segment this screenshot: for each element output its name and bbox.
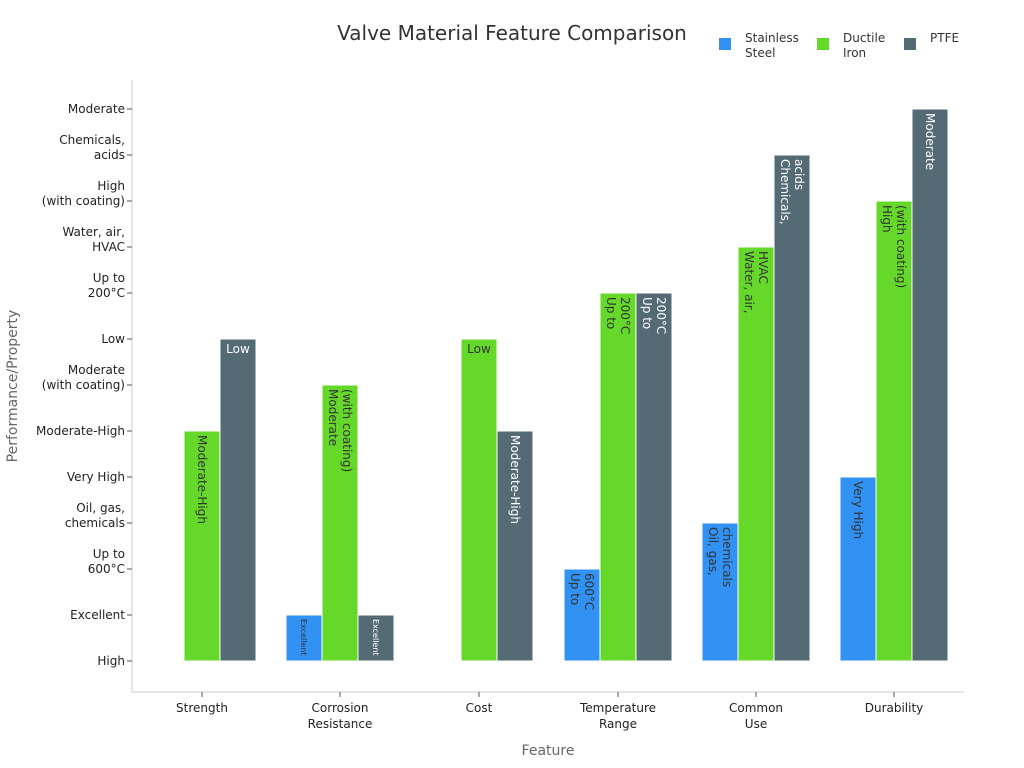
bar (496, 430, 534, 662)
y-tick-label: High (with coating) (42, 179, 125, 208)
y-tick-label: Excellent (70, 608, 125, 622)
bar-label: Chemicals,acids (778, 159, 806, 225)
legend-label: Ductile Iron (843, 31, 885, 60)
x-tick-label: Temperature Range (579, 701, 656, 731)
bar-label: Moderate-High (195, 435, 209, 524)
y-tick-label: Up to 200°C (88, 271, 125, 300)
bar (911, 108, 949, 662)
bar (701, 522, 739, 662)
bar-label: Moderate-High (508, 435, 522, 524)
bar-label: Oil, gas,chemicals (706, 527, 734, 587)
y-tick-label: Low (101, 332, 125, 346)
bar-label: Water, air,HVAC (742, 251, 770, 314)
y-tick-label: Moderate (with coating) (42, 363, 125, 392)
y-axis-title: Performance/Property (5, 310, 21, 463)
chart-title: Valve Material Feature Comparison (337, 21, 687, 45)
bar (357, 614, 395, 662)
bar-label: High(with coating) (880, 205, 908, 288)
x-tick-label: Common Use (729, 701, 783, 731)
bar (460, 338, 498, 662)
bar-label: Up to600°C (568, 573, 596, 610)
y-ticks: High Excellent Up to 600°C Oil, gas, chemical… (36, 102, 132, 668)
y-tick-label: Moderate (68, 102, 125, 116)
bar (321, 384, 359, 662)
bar (183, 430, 221, 662)
bar (599, 292, 637, 662)
legend-label: PTFE (930, 31, 959, 45)
x-ticks: Strength Corrosion Resistance Cost Temperatu… (176, 692, 923, 731)
y-tick-label: Very High (67, 470, 125, 484)
legend-swatch (719, 38, 731, 50)
bar-label: Low (226, 342, 250, 356)
bar (875, 200, 913, 662)
bar-label: Up to200°C (640, 297, 668, 334)
y-tick-label: Moderate-High (36, 424, 125, 438)
legend-label: Stainless Steel (745, 31, 799, 60)
bar-label: Moderate(with coating) (326, 389, 354, 472)
x-tick-label: Corrosion Resistance (308, 701, 373, 731)
y-tick-label: Up to 600°C (88, 547, 125, 576)
bars (183, 108, 949, 662)
bar (219, 338, 257, 662)
x-tick-label: Strength (176, 701, 228, 715)
bar-label: Excellent (299, 619, 308, 656)
y-tick-label: High (97, 654, 125, 668)
y-tick-label: Oil, gas, chemicals (65, 501, 125, 530)
legend-swatch (817, 38, 829, 50)
bar-label: Moderate (923, 113, 937, 170)
x-axis-title: Feature (522, 743, 575, 759)
bar-label: Up to200°C (604, 297, 632, 334)
bar (839, 476, 877, 662)
y-tick-label: Water, air, HVAC (62, 225, 125, 254)
bar-labels: Excellent Up to600°C Oil, gas,chemicals Ver… (195, 113, 937, 656)
axes (131, 80, 964, 693)
bar (773, 154, 811, 662)
y-tick-label: Chemicals, acids (59, 133, 125, 162)
bar-label: Low (467, 342, 491, 356)
bar (635, 292, 673, 662)
legend: Stainless Steel Ductile Iron PTFE (719, 31, 959, 60)
bar-label: Excellent (371, 619, 380, 656)
bar-label: Very High (851, 481, 865, 539)
x-tick-label: Cost (466, 701, 493, 715)
x-tick-label: Durability (865, 701, 924, 715)
legend-swatch (904, 38, 916, 50)
